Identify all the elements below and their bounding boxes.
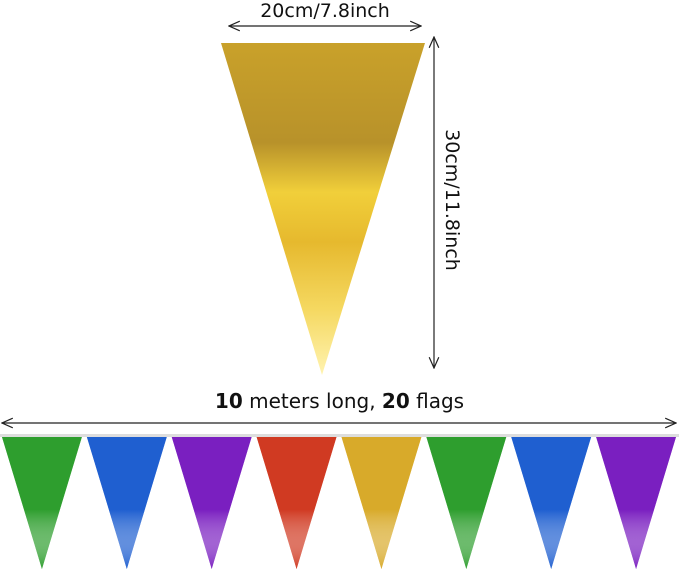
string: [0, 434, 679, 437]
length-label: 10 meters long, 20 flags: [0, 389, 679, 413]
height-label: 30cm/11.8inch: [441, 129, 463, 271]
small-flag-sheen: [171, 437, 252, 569]
width-label: 20cm/7.8inch: [260, 0, 390, 22]
meters-text: meters long,: [242, 389, 382, 413]
small-flag-sheen: [86, 437, 167, 569]
large-gold-flag: [221, 43, 425, 375]
small-flag-sheen: [596, 437, 676, 569]
small-flag-sheen: [426, 437, 507, 569]
small-flag-sheen: [256, 437, 337, 569]
small-flag-sheen: [341, 437, 422, 569]
small-flag-sheen: [511, 437, 592, 569]
flags-text: flags: [409, 389, 465, 413]
flags-value: 20: [381, 389, 410, 413]
small-flag-sheen: [2, 437, 82, 569]
meters-value: 10: [214, 389, 243, 413]
